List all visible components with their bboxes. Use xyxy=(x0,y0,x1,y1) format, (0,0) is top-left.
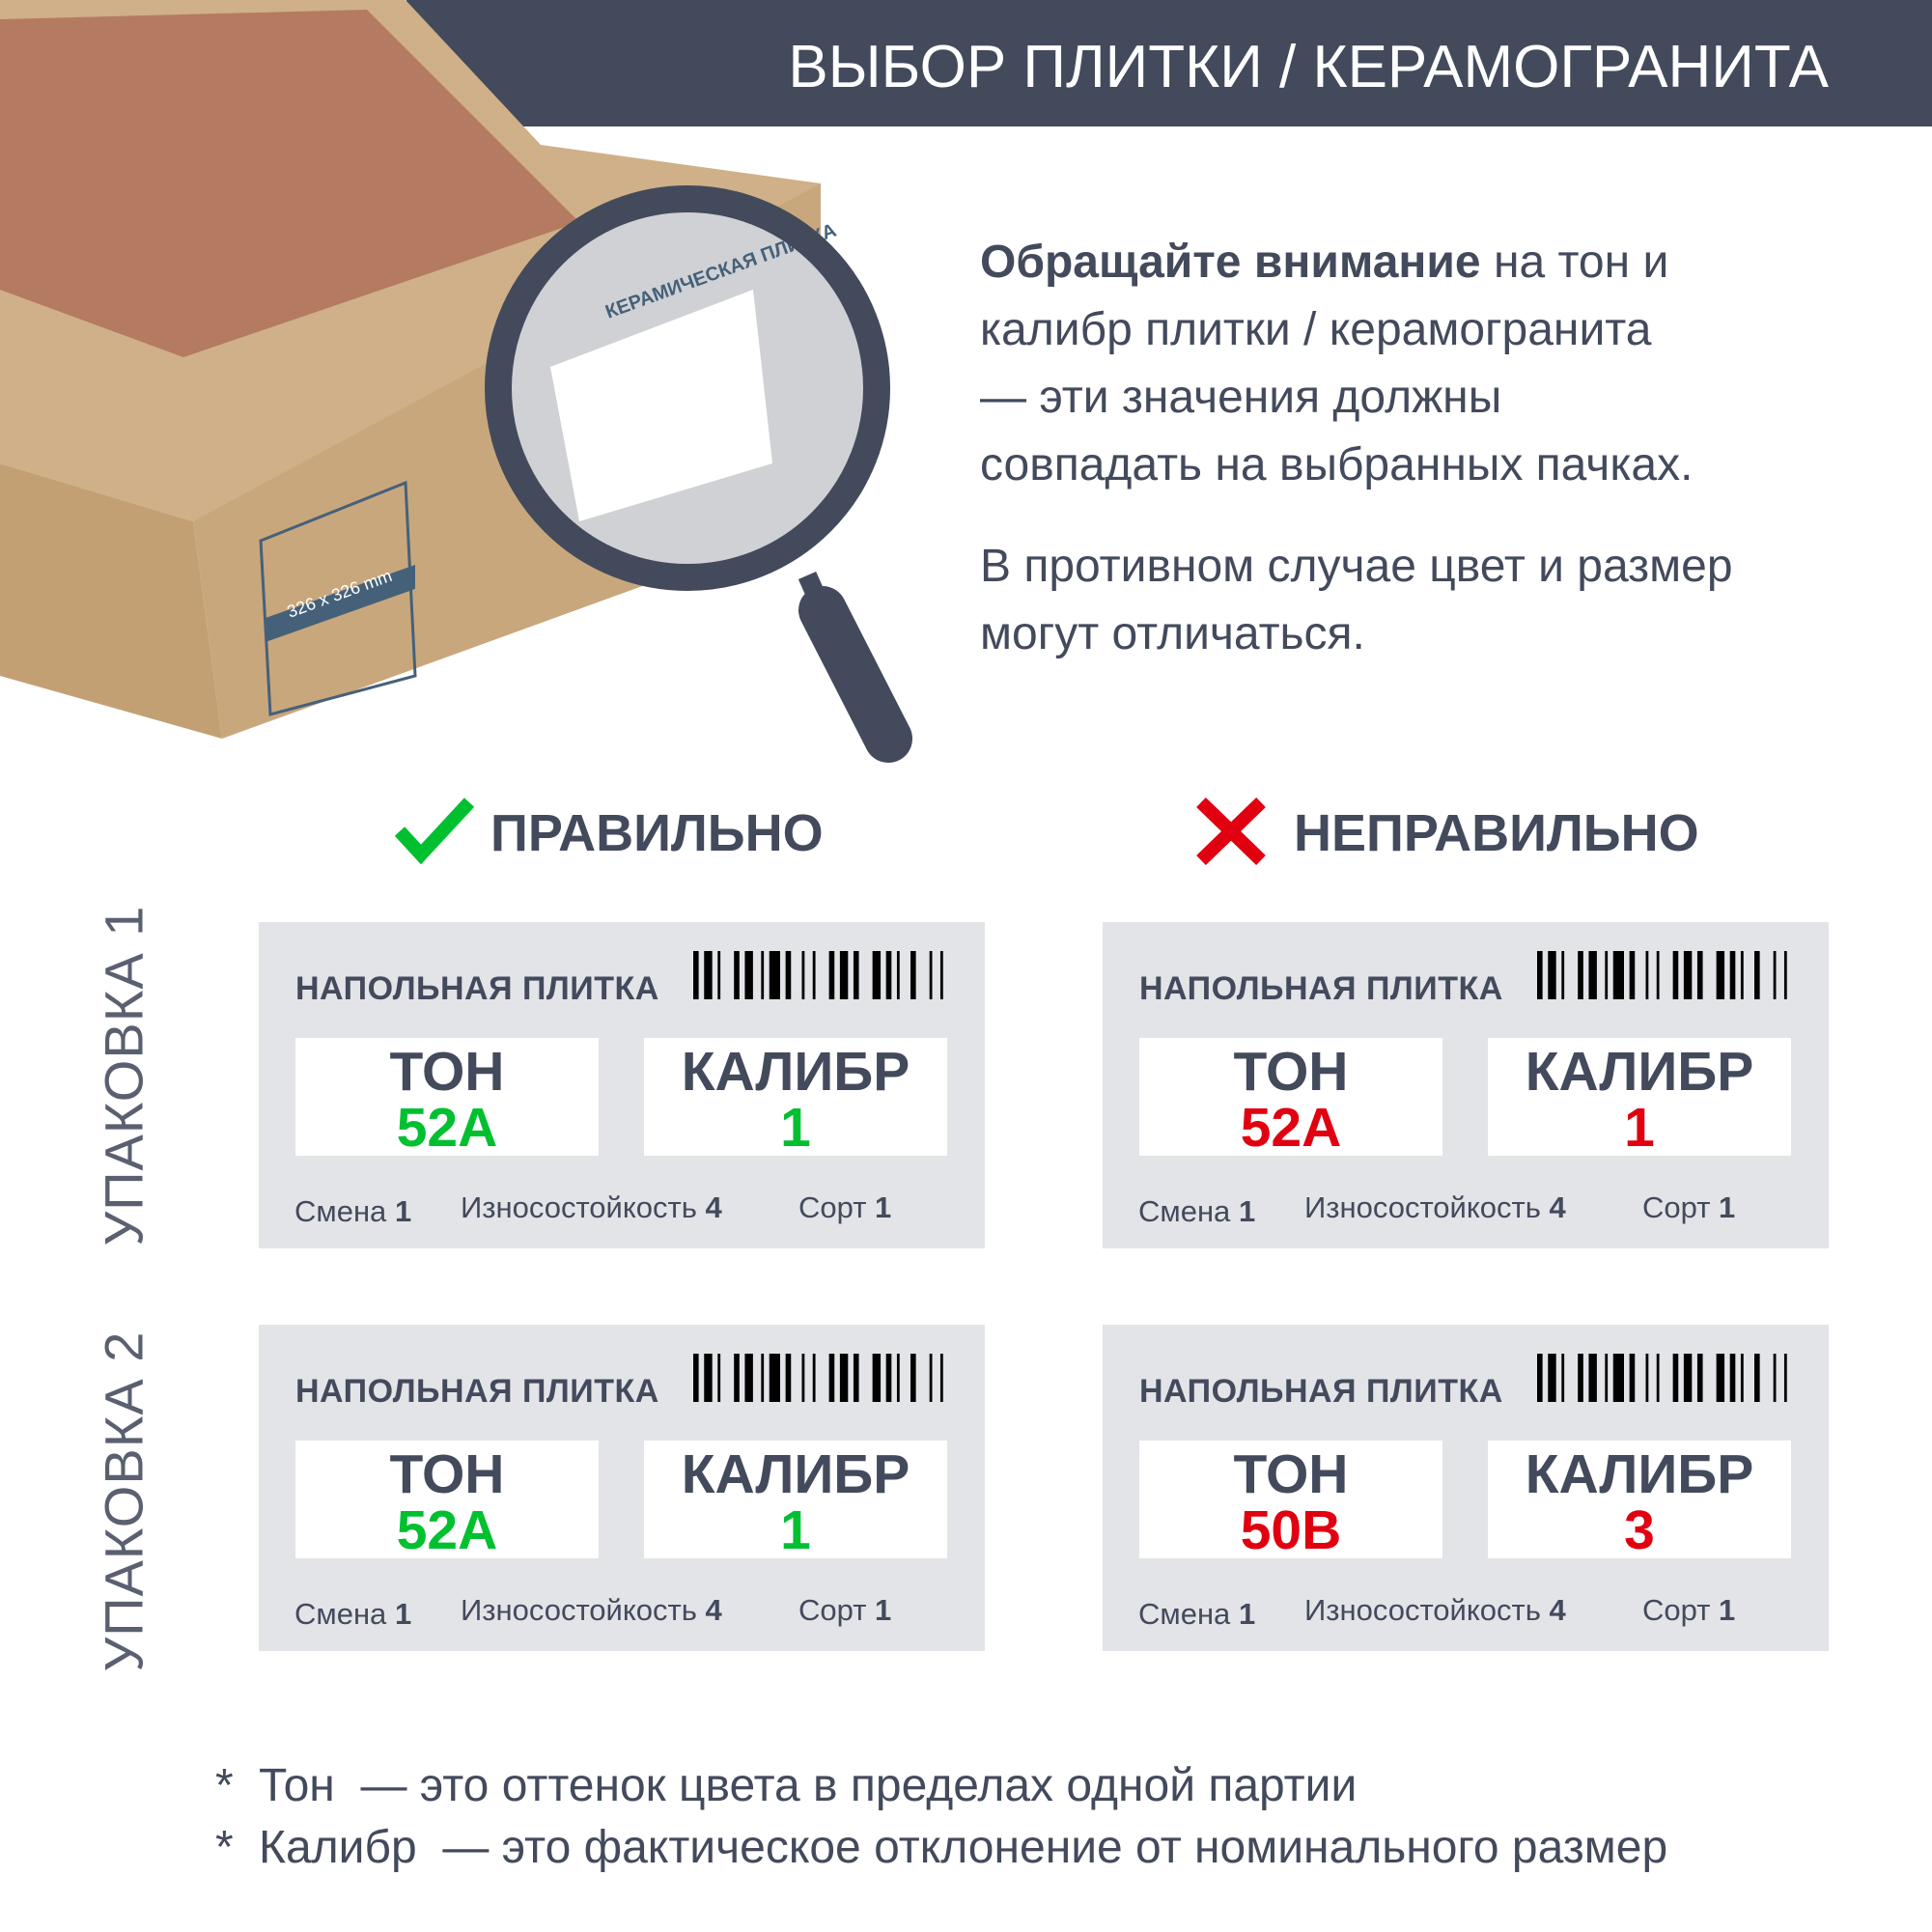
grade-info: Сорт 1 xyxy=(798,1190,892,1224)
grade-info: Сорт 1 xyxy=(798,1593,892,1627)
warning-paragraph: В противном случае цвет и размер могут от… xyxy=(980,541,1733,659)
barcode-icon xyxy=(693,1354,943,1402)
wear-info: Износостойкость 4 xyxy=(1304,1190,1566,1224)
card-title: НАПОЛЬНАЯ ПЛИТКА xyxy=(295,970,659,1007)
package-label-card: НАПОЛЬНАЯ ПЛИТКА ТОН 52A КАЛИБР 1 Смена 1 … xyxy=(259,1325,985,1651)
package-label-card: НАПОЛЬНАЯ ПЛИТКА ТОН 50B КАЛИБР 3 Смена 1 … xyxy=(1103,1325,1829,1651)
shift-info: Смена 1 xyxy=(1138,1597,1256,1631)
caliber-value: 1 xyxy=(780,1097,811,1159)
card-title: НАПОЛЬНАЯ ПЛИТКА xyxy=(1139,970,1503,1007)
wrong-heading: НЕПРАВИЛЬНО xyxy=(1294,804,1699,862)
tone-box: ТОН 52A xyxy=(295,1441,599,1558)
shift-info: Смена 1 xyxy=(294,1597,412,1631)
caliber-box: КАЛИБР 1 xyxy=(1488,1038,1791,1156)
tone-value: 52A xyxy=(1240,1097,1342,1159)
header-bar: ВЫБОР ПЛИТКИ / КЕРАМОГРАНИТА xyxy=(406,0,1932,126)
footnote-tone: * Тон — это оттенок цвета в пределах одно… xyxy=(215,1760,1358,1811)
tone-value: 52A xyxy=(396,1097,498,1159)
correct-heading: ПРАВИЛЬНО xyxy=(490,804,824,862)
caliber-value: 1 xyxy=(780,1499,811,1561)
barcode-icon xyxy=(1537,1354,1787,1402)
page-title: ВЫБОР ПЛИТКИ / КЕРАМОГРАНИТА xyxy=(788,34,1829,100)
wear-info: Износостойкость 4 xyxy=(461,1593,722,1627)
intro-paragraph: Обращайте внимание на тон и калибр плитк… xyxy=(980,237,1694,490)
tile-box-illustration: 326 x 326 mm КЕРАМИЧЕСКАЯ ПЛИТКА xyxy=(0,0,912,763)
tone-box: ТОН 52A xyxy=(295,1038,599,1156)
footnote-caliber: * Калибр — это фактическое отклонение от … xyxy=(215,1822,1668,1873)
tone-box: ТОН 50B xyxy=(1139,1441,1442,1558)
cross-icon xyxy=(1196,797,1266,866)
grade-info: Сорт 1 xyxy=(1642,1190,1736,1224)
caliber-box: КАЛИБР 1 xyxy=(644,1038,947,1156)
card-title: НАПОЛЬНАЯ ПЛИТКА xyxy=(295,1373,659,1410)
shift-info: Смена 1 xyxy=(294,1194,412,1228)
tone-box: ТОН 52A xyxy=(1139,1038,1442,1156)
magnifier-icon xyxy=(485,185,890,591)
card-title: НАПОЛЬНАЯ ПЛИТКА xyxy=(1139,1373,1503,1410)
pack-2-label: УПАКОВКА 2 xyxy=(93,1330,154,1672)
caliber-value: 3 xyxy=(1624,1499,1655,1561)
barcode-icon xyxy=(693,951,943,999)
barcode-icon xyxy=(1537,951,1787,999)
check-icon xyxy=(394,798,475,864)
grade-info: Сорт 1 xyxy=(1642,1593,1736,1627)
caliber-box: КАЛИБР 3 xyxy=(1488,1441,1791,1558)
wear-info: Износостойкость 4 xyxy=(461,1190,722,1224)
tone-value: 52A xyxy=(396,1499,498,1561)
package-label-card: НАПОЛЬНАЯ ПЛИТКА ТОН 52A КАЛИБР 1 Смена 1 … xyxy=(1103,922,1829,1248)
tone-value: 50B xyxy=(1240,1499,1342,1561)
wear-info: Износостойкость 4 xyxy=(1304,1593,1566,1627)
shift-info: Смена 1 xyxy=(1138,1194,1256,1228)
caliber-value: 1 xyxy=(1624,1097,1655,1159)
caliber-box: КАЛИБР 1 xyxy=(644,1441,947,1558)
pack-1-label: УПАКОВКА 1 xyxy=(93,905,154,1246)
package-label-card: НАПОЛЬНАЯ ПЛИТКА ТОН 52A КАЛИБР 1 Смена 1 … xyxy=(259,922,985,1248)
